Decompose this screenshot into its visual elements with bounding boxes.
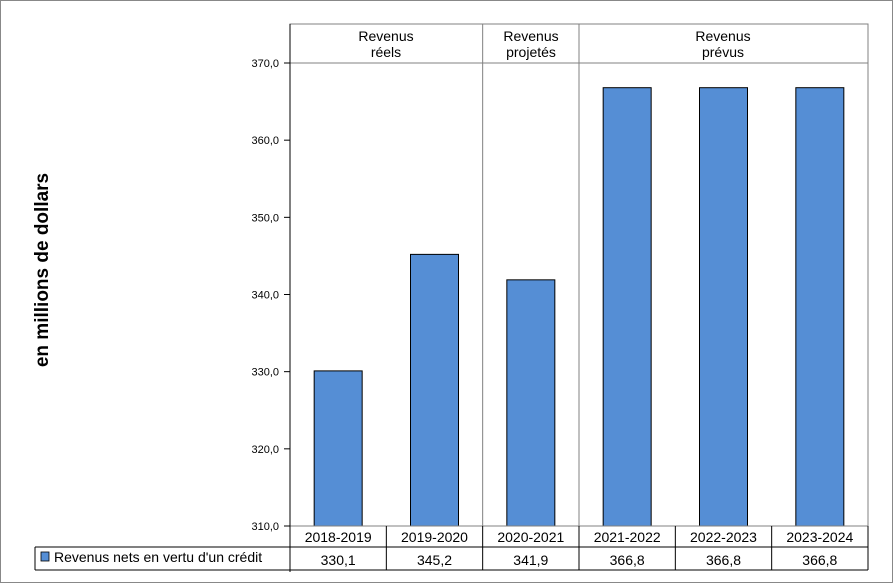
y-tick-label: 320,0 <box>251 444 279 456</box>
y-tick-label: 350,0 <box>251 212 279 224</box>
category-label: 2022-2023 <box>690 529 757 545</box>
category-label: 2019-2020 <box>401 529 468 545</box>
bar-2018-2019 <box>313 370 363 527</box>
y-tick-label: 340,0 <box>251 290 279 302</box>
legend-label: Revenus nets en vertu d'un crédit <box>54 549 262 565</box>
bars-layer <box>313 87 845 527</box>
y-tick-label: 370,0 <box>251 58 279 70</box>
data-label: 366,8 <box>706 552 741 568</box>
bar-2023-2024 <box>795 87 845 527</box>
bar-2022-2023 <box>699 87 748 527</box>
bar-2020-2021 <box>506 279 556 527</box>
y-tick-label: 330,0 <box>251 367 279 379</box>
data-label: 345,2 <box>417 552 452 568</box>
data-label: 366,8 <box>802 552 837 568</box>
data-label: 341,9 <box>513 552 548 568</box>
group-label-projetes-line1: Revenus <box>503 28 558 44</box>
data-label: 330,1 <box>321 552 356 568</box>
y-tick-label: 360,0 <box>251 135 279 147</box>
gridlines-layer <box>289 23 869 572</box>
category-label: 2020-2021 <box>497 529 564 545</box>
y-axis-ticks: 310,0 320,0 330,0 340,0 350,0 360,0 370,0 <box>251 58 290 533</box>
group-label-reels-line2: réels <box>371 44 401 60</box>
y-tick-label: 310,0 <box>251 521 279 533</box>
data-label: 366,8 <box>610 552 645 568</box>
group-label-projetes-line2: projetés <box>506 44 556 60</box>
category-label: 2021-2022 <box>594 529 661 545</box>
group-label-prevus-line1: Revenus <box>695 28 750 44</box>
category-label: 2023-2024 <box>786 529 853 545</box>
group-label-prevus-line2: prévus <box>702 44 744 60</box>
legend-swatch <box>40 551 50 562</box>
bar-2019-2020 <box>410 253 459 527</box>
bar-2021-2022 <box>602 87 652 527</box>
group-label-reels-line1: Revenus <box>358 28 413 44</box>
category-label: 2018-2019 <box>305 529 372 545</box>
y-axis-label: en millions de dollars <box>32 173 53 367</box>
data-table: 2018-2019 330,1 2019-2020 345,2 2020-2021 341… <box>34 526 869 571</box>
